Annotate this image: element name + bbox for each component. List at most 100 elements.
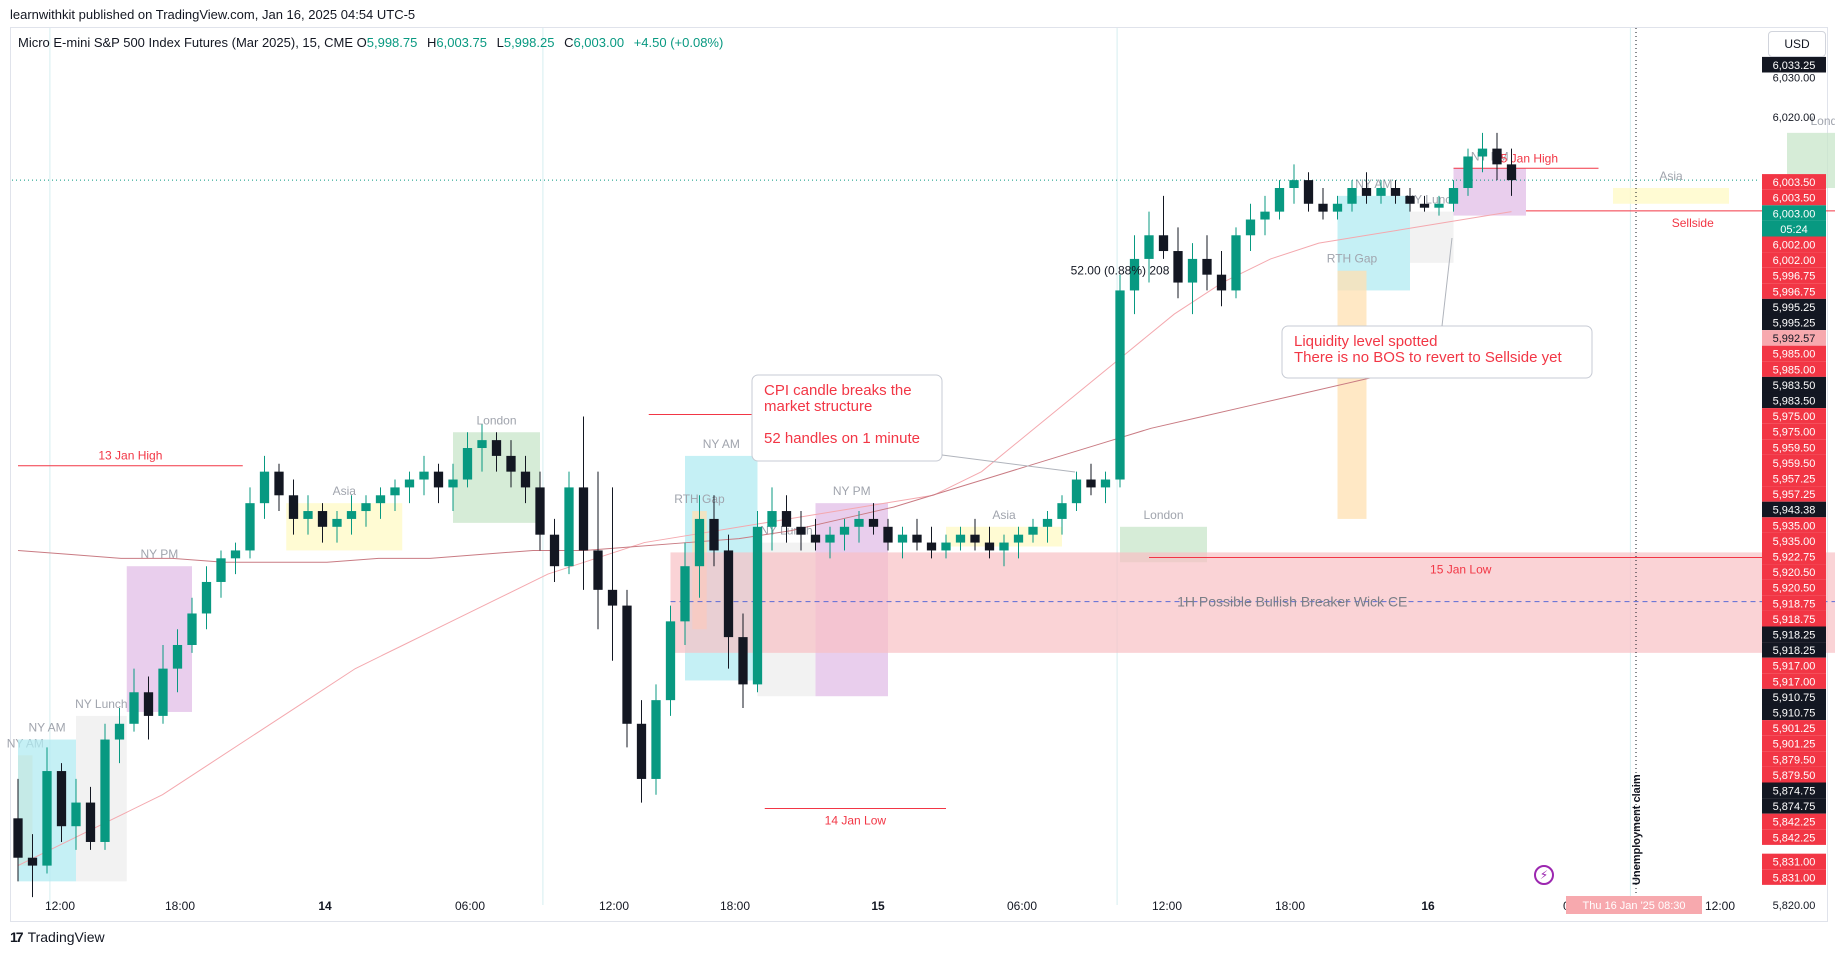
price-axis-label: 5,985.00: [1773, 364, 1816, 376]
price-axis-label: 5,985.00: [1773, 349, 1816, 361]
candle-body: [433, 471, 444, 488]
price-axis-label-bg: [1762, 688, 1826, 705]
price-axis-label: 5,917.00: [1773, 676, 1816, 688]
time-axis-tick: 18:00: [165, 899, 195, 913]
candle-body: [767, 511, 777, 527]
price-axis-label-bg: [1762, 548, 1826, 565]
price-axis-label: 5,983.50: [1773, 380, 1816, 392]
close-label: C: [564, 35, 574, 50]
time-axis-tick: 18:00: [1275, 899, 1305, 913]
price-axis-label-bg: [1762, 798, 1826, 814]
time-axis-tick: 12:00: [599, 899, 629, 913]
candle-body: [1405, 195, 1415, 204]
candle-body: [245, 503, 255, 551]
candle-body: [1274, 188, 1285, 212]
session-zone: [1410, 211, 1454, 263]
candle-body: [1463, 156, 1473, 189]
price-axis-label-bg: [1762, 408, 1826, 424]
session-zone-label: NY Lunch: [1406, 193, 1458, 207]
candle-body: [1332, 203, 1343, 212]
candle-body: [1042, 518, 1053, 527]
annotation-box: [1281, 325, 1593, 379]
candle-body: [680, 566, 690, 622]
candle-body: [1071, 479, 1082, 504]
price-axis-label-bg: [1762, 439, 1826, 455]
time-axis-tick: 06:00: [455, 899, 485, 913]
time-axis-tick: 12:00: [1705, 899, 1735, 913]
candle-body: [593, 550, 603, 590]
price-axis-label: 5,831.00: [1773, 857, 1816, 869]
price-axis-label-bg: [1762, 517, 1826, 533]
currency-button[interactable]: USD: [1768, 31, 1826, 57]
candle-body: [1448, 188, 1459, 204]
candle-body: [1187, 258, 1198, 283]
session-zone-label: Asia: [992, 508, 1016, 522]
price-axis-label-bg: [1762, 361, 1826, 377]
candle-body: [317, 511, 328, 527]
candle-body: [462, 448, 473, 480]
price-axis-tick: 6,030.00: [1773, 73, 1816, 85]
price-axis-label: 05:24: [1780, 224, 1808, 236]
time-axis-tick: 12:00: [1152, 899, 1182, 913]
price-axis-label: 5,879.50: [1773, 754, 1816, 766]
price-axis-label: 5,995.25: [1773, 317, 1816, 329]
candle-body: [1477, 148, 1488, 157]
annotation-text: market structure: [764, 398, 872, 415]
candle-body: [607, 589, 618, 606]
price-axis-label-bg: [1762, 766, 1826, 783]
candle-body: [723, 550, 734, 638]
price-axis-label-bg: [1762, 853, 1826, 870]
price-axis-label: 5,957.25: [1773, 473, 1816, 485]
candle-body: [796, 526, 806, 535]
price-axis-label: 6,003.00: [1773, 208, 1816, 220]
candle-body: [709, 518, 719, 551]
time-axis-tick: 12:00: [45, 899, 75, 913]
price-axis-label: 5,983.50: [1773, 395, 1816, 407]
session-zone-label: NY AM: [703, 437, 740, 451]
price-axis-label: 5,879.50: [1773, 770, 1816, 782]
price-axis-label: 5,996.75: [1773, 271, 1816, 283]
price-axis-label: 6,002.00: [1773, 239, 1816, 251]
candle-body: [1289, 180, 1299, 189]
event-label: Unemployment claim: [1631, 774, 1643, 885]
brand-name: TradingView: [27, 929, 105, 945]
candle-body: [201, 581, 212, 614]
candle-body: [636, 723, 647, 779]
candle-body: [810, 534, 821, 543]
candle-body: [897, 534, 908, 543]
session-zone-label: Asia: [1659, 169, 1683, 183]
price-axis-label-bg: [1762, 392, 1826, 409]
price-axis-label: 5,901.25: [1773, 723, 1816, 735]
price-axis-label-bg: [1762, 657, 1826, 674]
price-axis-label-bg: [1762, 642, 1826, 658]
candle-body: [955, 534, 966, 543]
price-axis-label: 5,918.25: [1773, 629, 1816, 641]
price-axis-label-bg: [1762, 220, 1826, 237]
candle-body: [1158, 235, 1169, 252]
price-axis-label: 5,842.25: [1773, 817, 1816, 829]
candle-body: [883, 526, 893, 543]
candle-body: [781, 511, 792, 527]
session-zone: [286, 503, 403, 551]
price-axis-label-bg: [1762, 610, 1826, 627]
price-axis-label-bg: [1762, 252, 1826, 268]
time-axis-tick: 14: [318, 899, 332, 913]
price-axis-label: 5,922.75: [1773, 551, 1816, 563]
price-axis-label-bg: [1762, 564, 1826, 580]
candle-body: [230, 550, 241, 559]
candle-body: [984, 542, 995, 551]
candle-body: [912, 534, 922, 543]
candle-body: [404, 479, 415, 488]
price-axis-label: 5,992.57: [1773, 333, 1816, 345]
time-tag-bg: [1566, 896, 1702, 914]
candle-body: [42, 771, 52, 866]
tradingview-brand[interactable]: 17 TradingView: [10, 929, 105, 945]
lightning-icon[interactable]: ⚡: [1534, 865, 1554, 885]
candle-body: [1506, 164, 1517, 181]
candle-body: [1376, 188, 1386, 196]
candle-body: [1057, 503, 1067, 519]
annotation-text: Liquidity level spotted: [1294, 333, 1437, 350]
price-axis-label-bg: [1762, 470, 1826, 487]
price-axis-label-bg: [1762, 454, 1826, 471]
